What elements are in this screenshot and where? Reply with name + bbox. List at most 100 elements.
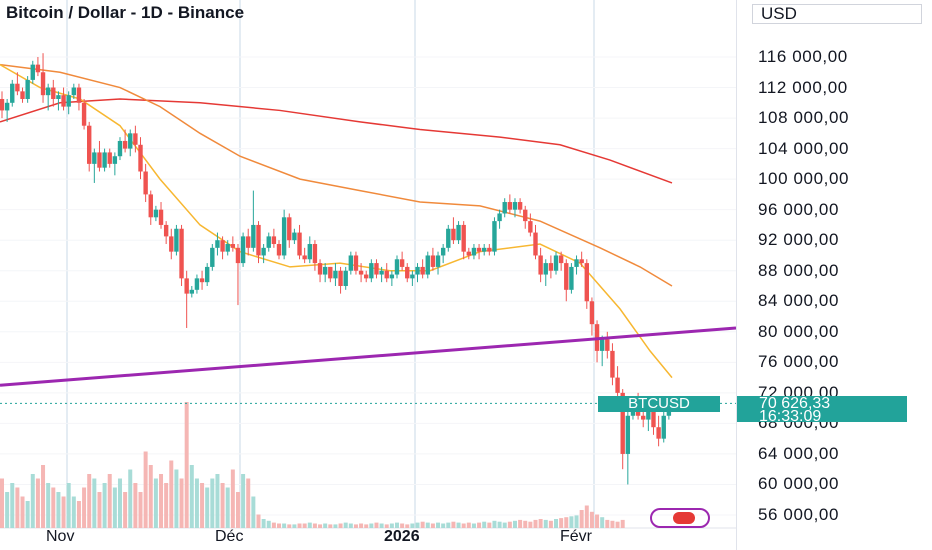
volume-bar <box>338 523 343 528</box>
candle-body <box>338 270 343 286</box>
y-tick-label: 56 000,00 <box>758 505 840 524</box>
candle-body <box>451 228 456 241</box>
volume-bar <box>482 521 487 528</box>
candle-body <box>476 247 482 252</box>
candle-body <box>553 255 559 271</box>
volume-bar <box>5 492 10 528</box>
volume-bar <box>205 487 210 528</box>
volume-bar <box>441 523 446 528</box>
volume-bar <box>420 521 425 528</box>
candle-body <box>122 140 128 149</box>
volume-bar <box>215 474 220 528</box>
volume-bar <box>615 521 620 528</box>
volume-bar <box>66 483 71 528</box>
y-tick-label: 76 000,00 <box>758 352 840 372</box>
volume-bar <box>297 523 302 528</box>
candle-body <box>502 202 507 214</box>
candle-body <box>271 236 277 245</box>
candle-body <box>199 278 205 283</box>
bar-countdown: 16:33:09 <box>759 408 822 425</box>
candle-body <box>317 263 323 275</box>
candle-body <box>415 266 420 275</box>
candle-body <box>343 270 348 286</box>
volume-bar <box>277 523 282 528</box>
candle-body <box>71 87 77 96</box>
candle-body <box>507 202 513 210</box>
volume-bar <box>456 522 461 528</box>
volume-bar <box>282 523 287 528</box>
candle-body <box>369 263 374 279</box>
candle-body <box>61 95 66 107</box>
volume-bar <box>564 517 569 528</box>
candle-body <box>410 274 415 279</box>
candle-body <box>481 247 487 252</box>
volume-bar <box>169 460 174 528</box>
candle-body <box>492 221 497 252</box>
y-tick-label: 104 000,00 <box>758 138 850 158</box>
candle-body <box>564 263 569 290</box>
volume-bar <box>241 474 246 528</box>
y-tick-label: 108 000,00 <box>758 108 850 128</box>
candle-body <box>102 152 107 168</box>
candle-body <box>548 263 554 271</box>
volume-bar <box>328 524 333 528</box>
volume-bar <box>548 520 553 528</box>
volume-bar <box>292 524 297 528</box>
candle-body <box>487 247 492 252</box>
y-tick-label: 88 000,00 <box>758 260 840 280</box>
ma-mid-line <box>0 63 673 287</box>
candle-body <box>307 244 312 260</box>
volume-bar <box>164 483 169 528</box>
volume-bar <box>128 469 133 528</box>
candle-body <box>574 259 579 267</box>
candle-body <box>558 255 564 264</box>
volume-bar <box>512 520 517 528</box>
events-flag-icon[interactable] <box>650 508 710 528</box>
candle-body <box>189 289 195 294</box>
candle-body <box>348 255 354 271</box>
volume-bar <box>554 519 559 528</box>
volume-bar <box>394 522 399 528</box>
candle-body <box>287 217 292 241</box>
candle-body <box>461 224 466 252</box>
candle-body <box>128 133 133 149</box>
ma-fast-line <box>0 63 673 379</box>
candle-body <box>543 263 548 275</box>
candle-body <box>379 270 384 275</box>
candle-body <box>230 244 236 248</box>
volume-bar <box>318 524 323 528</box>
candle-body <box>0 98 5 111</box>
currency-selector[interactable]: USD <box>752 4 922 24</box>
volume-bar <box>107 474 112 528</box>
volume-bar <box>97 492 102 528</box>
candle-body <box>328 266 333 279</box>
candle-body <box>292 232 297 241</box>
volume-bar <box>15 487 20 528</box>
volume-bar <box>436 522 441 528</box>
current-price-tag: 70 626,33 16:33:09 <box>737 396 907 425</box>
y-tick-label: 112 000,00 <box>758 77 848 97</box>
candle-body <box>66 95 71 107</box>
volume-bar <box>92 478 97 528</box>
grid <box>0 0 736 529</box>
candle-body <box>261 247 266 256</box>
candle-body <box>225 244 230 252</box>
volume-bar <box>595 514 600 528</box>
volume-bar <box>379 523 384 528</box>
candle-body <box>169 236 174 252</box>
candle-body <box>302 255 307 260</box>
volume-bar <box>589 511 594 528</box>
candle-body <box>204 266 210 283</box>
candle-body <box>256 224 261 256</box>
candle-body <box>625 415 631 454</box>
volume-bar <box>35 478 40 528</box>
volume-bar <box>492 520 497 528</box>
volume-bar <box>82 487 87 528</box>
volume-bar <box>71 496 76 528</box>
volume-bar <box>225 487 230 528</box>
y-tick-label: 100 000,00 <box>758 169 850 189</box>
candle-body <box>25 79 30 99</box>
volume-bar <box>200 483 205 528</box>
trendline[interactable] <box>0 326 737 387</box>
